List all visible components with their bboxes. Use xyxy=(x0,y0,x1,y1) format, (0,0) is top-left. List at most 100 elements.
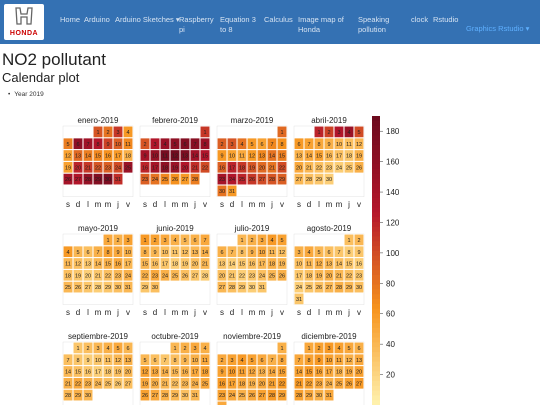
day-number: 28 xyxy=(296,393,302,399)
month-label: septiembre-2019 xyxy=(68,332,129,341)
day-number: 6 xyxy=(260,142,263,148)
day-cell xyxy=(180,377,190,390)
color-key-segment xyxy=(372,284,380,290)
day-cell xyxy=(304,257,314,270)
day-number: 20 xyxy=(125,370,131,376)
day-cell xyxy=(277,257,287,270)
color-key-segment xyxy=(372,352,380,358)
day-number: 18 xyxy=(336,370,342,376)
color-key-segment xyxy=(372,395,380,401)
month-grid xyxy=(293,125,365,198)
day-number: 13 xyxy=(75,154,81,160)
day-cell xyxy=(113,137,123,150)
day-number: 25 xyxy=(239,177,245,183)
day-cell xyxy=(227,269,237,282)
day-cell xyxy=(93,173,103,185)
honda-logo[interactable]: HONDA xyxy=(4,4,44,40)
day-cell xyxy=(140,257,150,270)
day-cell xyxy=(150,353,160,366)
day-number: 8 xyxy=(280,358,283,364)
day-number: 23 xyxy=(356,273,362,279)
day-cell xyxy=(63,137,73,150)
day-number: 3 xyxy=(193,346,196,352)
day-number: 30 xyxy=(326,177,332,183)
day-number: 16 xyxy=(219,165,225,171)
day-cell xyxy=(334,137,344,150)
day-cell xyxy=(123,161,133,174)
day-cell xyxy=(217,281,227,293)
day-number: 1 xyxy=(307,346,310,352)
day-number: 26 xyxy=(356,165,362,171)
day-number: 14 xyxy=(192,154,198,160)
day-number: 4 xyxy=(173,238,176,244)
day-cell xyxy=(217,161,227,174)
day-cell xyxy=(314,377,324,390)
nav-item[interactable]: Calculus xyxy=(264,15,293,24)
nav-item[interactable]: Arduino xyxy=(84,15,110,24)
day-cell xyxy=(237,269,247,282)
day-cell xyxy=(73,281,83,293)
day-cell xyxy=(304,245,314,258)
nav-item[interactable]: Raspberry pi xyxy=(179,15,214,34)
color-key-segment xyxy=(372,120,380,127)
day-cell xyxy=(344,149,354,162)
day-number: 23 xyxy=(85,381,91,387)
weekday-label: d xyxy=(230,308,234,317)
nav-item[interactable]: Rstudio xyxy=(433,15,459,24)
day-cell xyxy=(83,342,93,354)
day-cell xyxy=(334,269,344,282)
day-number: 18 xyxy=(125,154,131,160)
day-cell xyxy=(73,389,83,401)
day-cell xyxy=(217,365,227,378)
day-cell xyxy=(344,257,354,270)
day-cell xyxy=(294,365,304,378)
day-number: 22 xyxy=(105,273,111,279)
month-label: octubre-2019 xyxy=(151,332,199,341)
color-key-segment xyxy=(372,265,380,271)
nav-item[interactable]: Arduino Sketches ▾ xyxy=(115,15,180,24)
color-key-segment xyxy=(372,270,380,276)
day-number: 24 xyxy=(125,273,131,279)
day-number: 7 xyxy=(270,358,273,364)
nav-item[interactable]: Home xyxy=(60,15,81,24)
day-number: 25 xyxy=(269,273,275,279)
day-number: 7 xyxy=(66,358,69,364)
day-cell xyxy=(294,161,304,174)
color-key-segment xyxy=(372,217,380,223)
color-key-segment xyxy=(372,337,380,343)
day-cell xyxy=(314,389,324,401)
nav-item[interactable]: clock xyxy=(411,15,429,24)
day-number: 6 xyxy=(153,358,156,364)
day-cell xyxy=(170,269,180,282)
weekday-label: j xyxy=(193,308,196,317)
day-number: 9 xyxy=(153,250,156,256)
nav-item[interactable]: Image map of Honda xyxy=(298,15,344,34)
day-number: 28 xyxy=(162,393,168,399)
day-number: 10 xyxy=(229,154,235,160)
day-cell xyxy=(227,257,237,270)
day-cell xyxy=(217,185,227,197)
day-cell xyxy=(227,365,237,378)
day-number: 10 xyxy=(115,142,121,148)
day-cell xyxy=(314,126,324,138)
day-cell xyxy=(217,137,227,150)
nav-item[interactable]: Graphics Rstudio ▾ xyxy=(466,24,530,33)
day-number: 26 xyxy=(249,393,255,399)
day-cell xyxy=(344,126,354,138)
day-number: 9 xyxy=(357,250,360,256)
day-cell xyxy=(227,389,237,401)
day-cell xyxy=(314,245,324,258)
day-cell xyxy=(73,173,83,185)
day-number: 18 xyxy=(172,262,178,268)
day-cell xyxy=(123,269,133,282)
day-cell xyxy=(200,234,210,246)
day-cell xyxy=(150,161,160,174)
day-cell xyxy=(334,281,344,293)
day-number: 20 xyxy=(219,273,225,279)
color-key-label: 120 xyxy=(386,218,400,227)
day-number: 11 xyxy=(346,142,352,148)
nav-item[interactable]: Speaking pollution xyxy=(358,15,390,34)
day-cell xyxy=(200,245,210,258)
nav-item[interactable]: Equation 3 to 8 xyxy=(220,15,256,34)
day-number: 22 xyxy=(75,381,81,387)
